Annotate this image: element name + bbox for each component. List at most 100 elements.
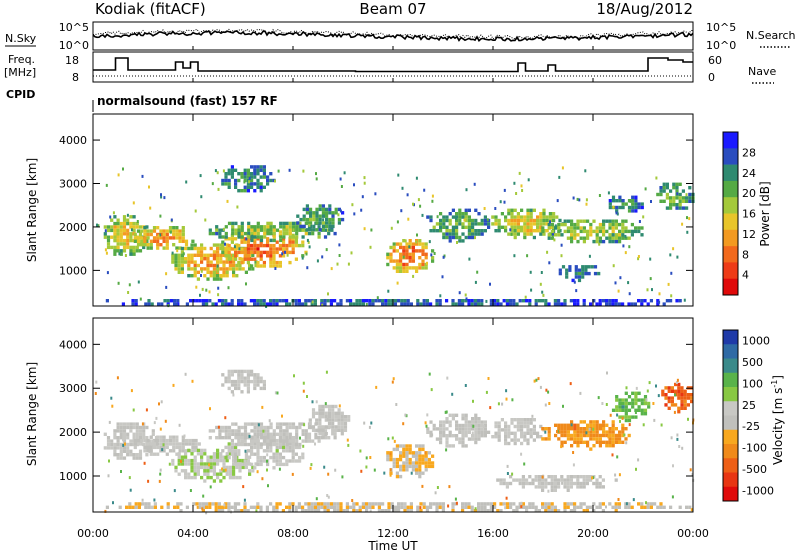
scatter-cell — [573, 280, 576, 284]
scatter-cell — [191, 239, 195, 243]
scatter-cell — [573, 509, 577, 513]
scatter-cell — [234, 383, 238, 387]
scatter-cell — [243, 436, 248, 440]
scatter-cell — [467, 229, 471, 233]
scatter-cell — [627, 229, 631, 234]
scatter-cell — [667, 396, 671, 400]
scatter-cell — [215, 436, 219, 440]
scatter-cell — [464, 293, 467, 297]
scatter-cell — [627, 395, 632, 399]
scatter-cell — [553, 478, 557, 482]
scatter-cell — [321, 435, 325, 439]
scatter-cell — [614, 299, 618, 303]
scatter-cell — [253, 383, 257, 387]
scatter-cell — [278, 243, 282, 248]
scatter-cell — [201, 502, 205, 506]
scatter-cell — [566, 488, 570, 492]
scatter-cell — [384, 509, 388, 513]
scatter-cell — [106, 235, 111, 239]
scatter-cell — [126, 446, 130, 450]
scatter-cell — [353, 212, 356, 216]
scatter-cell — [208, 463, 211, 467]
scatter-cell — [515, 478, 519, 482]
scatter-cell — [634, 209, 638, 213]
scatter-cell — [669, 505, 673, 509]
scatter-cell — [418, 474, 422, 479]
scatter-cell — [272, 439, 276, 443]
scatter-cell — [235, 475, 239, 480]
scatter-cell — [168, 435, 173, 439]
scatter-cell — [387, 437, 390, 441]
scatter-cell — [130, 389, 133, 393]
scatter-cell — [298, 445, 302, 450]
scatter-cell — [528, 299, 532, 303]
scatter-cell — [247, 228, 251, 232]
scatter-cell — [272, 505, 276, 509]
scatter-cell — [531, 481, 535, 486]
scatter-cell — [507, 208, 511, 212]
scatter-cell — [295, 225, 299, 229]
scatter-cell — [461, 440, 465, 445]
scatter-cell — [445, 434, 449, 438]
scatter-cell — [145, 425, 149, 430]
scatter-cell — [358, 509, 362, 513]
scatter-cell — [259, 432, 264, 436]
scatter-cell — [122, 167, 124, 171]
scatter-cell — [463, 218, 466, 222]
scatter-cell — [342, 509, 346, 513]
scatter-cell — [439, 427, 443, 431]
scatter-cell — [664, 396, 668, 400]
scatter-cell — [646, 502, 650, 506]
scatter-cell — [237, 225, 241, 229]
scatter-cell — [162, 232, 166, 237]
scatter-cell — [365, 303, 368, 306]
scatter-cell — [117, 173, 120, 177]
scatter-cell — [497, 421, 501, 425]
scatter-cell — [172, 236, 176, 240]
scatter-cell — [177, 270, 181, 274]
scatter-cell — [227, 509, 231, 513]
scatter-cell — [563, 302, 567, 306]
scatter-cell — [184, 260, 188, 264]
scatter-cell — [116, 425, 120, 430]
scatter-cell — [458, 427, 462, 431]
colorbar-segment — [723, 444, 738, 459]
scatter-cell — [570, 219, 574, 223]
scatter-cell — [533, 379, 536, 383]
scatter-cell — [526, 438, 530, 442]
scatter-cell — [318, 214, 322, 218]
scatter-cell — [256, 247, 260, 251]
scatter-cell — [275, 302, 279, 306]
scatter-cell — [110, 396, 113, 400]
scatter-cell — [237, 231, 241, 236]
scatter-cell — [177, 458, 181, 463]
scatter-cell — [162, 246, 166, 250]
scatter-cell — [592, 423, 596, 427]
scatter-cell — [246, 189, 250, 193]
scatter-cell — [256, 182, 260, 186]
scatter-cell — [402, 444, 406, 448]
scatter-cell — [487, 377, 490, 380]
scatter-cell — [573, 222, 577, 227]
scatter-cell — [526, 218, 530, 223]
scatter-cell — [323, 302, 327, 306]
scatter-cell — [618, 408, 622, 412]
scatter-cell — [132, 425, 136, 430]
scatter-cell — [532, 218, 536, 223]
scatter-cell — [266, 468, 268, 472]
scatter-cell — [246, 369, 250, 374]
scatter-cell — [188, 438, 192, 443]
scatter-cell — [331, 224, 335, 229]
scatter-cell — [529, 428, 533, 432]
scatter-cell — [387, 299, 391, 303]
scatter-cell — [467, 235, 471, 240]
scatter-cell — [234, 168, 238, 172]
scatter-cell — [589, 478, 593, 482]
scatter-cell — [585, 509, 589, 513]
scatter-cell — [251, 253, 255, 257]
scatter-cell — [140, 442, 144, 446]
scatter-cell — [225, 270, 229, 274]
scatter-cell — [250, 238, 254, 243]
